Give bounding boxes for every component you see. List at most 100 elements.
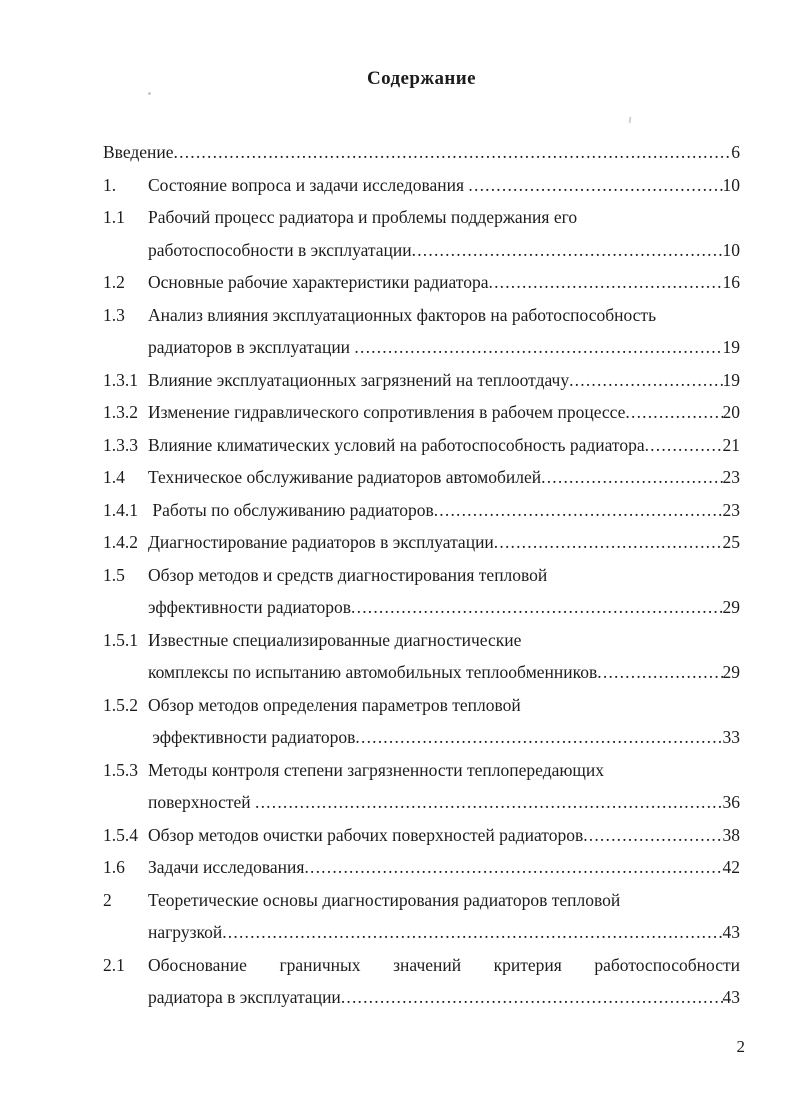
toc-entry-page: 6 xyxy=(731,142,740,162)
toc-entry-number: 1.3.1 xyxy=(103,369,138,390)
toc-entry-text: Состояние вопроса и задачи исследования xyxy=(148,174,469,195)
toc-entry-number: 1.3.3 xyxy=(103,434,138,455)
toc-entry-page: 29 xyxy=(722,662,741,682)
toc-entry: нагрузкой 43 xyxy=(103,916,740,949)
toc-dot-leader xyxy=(541,461,722,494)
footer-page-number: 2 xyxy=(736,1037,746,1056)
toc-entry-number: 1.5 xyxy=(103,564,125,585)
toc-entry-text: работоспособности в эксплуатации xyxy=(148,239,412,260)
toc-entry-number: 1.4 xyxy=(103,467,125,487)
toc-entry: 1.5.3 Методы контроля степени загрязненн… xyxy=(103,754,740,787)
toc-entry: 1.5.2 Обзор методов определения параметр… xyxy=(103,689,740,722)
toc-dot-leader xyxy=(351,591,722,624)
toc-dot-leader xyxy=(341,981,723,1014)
toc-entry-text: Анализ влияния эксплуатационных факторов… xyxy=(148,304,657,325)
toc-entry: 1.4 Техническое обслуживание радиаторов … xyxy=(103,461,740,494)
toc-entry-text: эффективности радиаторов xyxy=(148,597,352,617)
toc-entry-text: эффективности радиаторов xyxy=(148,727,356,747)
toc-entry-number: 1.5.3 xyxy=(103,759,138,780)
toc-entry-text: Влияние эксплуатационных загрязнений на … xyxy=(148,369,570,390)
toc-entry: 1.5.1 Известные специализированные диагн… xyxy=(103,624,740,657)
toc-dot-leader xyxy=(569,364,722,397)
toc-entry-text: Обоснование граничных значений критерия … xyxy=(148,954,740,975)
toc-entry-text: Методы контроля степени загрязненности т… xyxy=(148,759,605,780)
scan-artifact-dot xyxy=(148,92,151,95)
toc-entry-number: 1.5.4 xyxy=(103,824,138,845)
toc-entry-text: Обзор методов и средств диагностирования… xyxy=(148,564,548,585)
toc-dot-leader xyxy=(174,136,732,169)
toc-entry-text: Обзор методов определения параметров теп… xyxy=(148,694,521,715)
toc-entry-number: 1.4.2 xyxy=(103,532,138,552)
toc-entry: комплексы по испытанию автомобильных теп… xyxy=(103,656,740,689)
toc-entry: 2 Теоретические основы диагностирования … xyxy=(103,884,740,917)
toc-dot-leader xyxy=(583,819,722,852)
toc-entry: 1.3 Анализ влияния эксплуатационных факт… xyxy=(103,299,740,332)
toc-entry: 1.2 Основные рабочие характеристики ради… xyxy=(103,266,740,299)
toc-entry-number: 2 xyxy=(103,889,112,910)
toc-entry-page: 21 xyxy=(722,434,741,455)
toc-entry-page: 10 xyxy=(722,174,741,195)
toc-entry-text: Техническое обслуживание радиаторов авто… xyxy=(148,467,542,487)
toc-entry: 1.5.4 Обзор методов очистки рабочих пове… xyxy=(103,819,740,852)
toc-dot-leader xyxy=(645,429,723,462)
toc-entry-text: Основные рабочие характеристики радиатор… xyxy=(148,272,489,292)
toc-entry-number: 1.3.2 xyxy=(103,402,138,422)
toc-entry: Введение 6 xyxy=(103,136,740,169)
toc-entry: работоспособности в эксплуатации 10 xyxy=(103,234,740,267)
toc-entry: 2.1 Обоснование граничных значений крите… xyxy=(103,949,740,982)
scan-artifact-tick xyxy=(628,116,632,124)
toc-dot-leader xyxy=(434,494,723,527)
toc-entry-number: 1.6 xyxy=(103,857,125,877)
toc-entry-text: Обзор методов очистки рабочих поверхност… xyxy=(148,824,584,845)
toc-entry-text: Диагностирование радиаторов в эксплуатац… xyxy=(148,532,494,552)
table-of-contents: Введение 6 1. Состояние вопроса и задачи… xyxy=(103,136,740,1014)
toc-entry-number: 1.2 xyxy=(103,272,125,292)
toc-entry-text: комплексы по испытанию автомобильных теп… xyxy=(148,662,598,682)
toc-entry: 1.3.1 Влияние эксплуатационных загрязнен… xyxy=(103,364,740,397)
toc-entry: эффективности радиаторов 33 xyxy=(103,721,740,754)
toc-entry: 1. Состояние вопроса и задачи исследован… xyxy=(103,169,740,202)
toc-entry-text: Рабочий процесс радиатора и проблемы под… xyxy=(148,207,578,227)
toc-dot-leader xyxy=(468,169,722,202)
toc-entry-text: Задачи исследования xyxy=(148,857,305,877)
toc-entry-page: 20 xyxy=(722,402,741,422)
toc-entry-text: радиаторов в эксплуатации xyxy=(148,337,355,357)
toc-entry: 1.1 Рабочий процесс радиатора и проблемы… xyxy=(103,201,740,234)
toc-dot-leader xyxy=(255,786,722,819)
toc-entry-page: 16 xyxy=(722,272,741,292)
toc-entry-text: Теоретические основы диагностирования ра… xyxy=(148,889,621,910)
toc-entry-text: нагрузкой xyxy=(148,922,223,942)
toc-dot-leader xyxy=(494,526,723,559)
toc-entry-text: Изменение гидравлического сопротивления … xyxy=(148,402,626,422)
toc-entry-page: 38 xyxy=(722,824,741,845)
toc-entry-number: 1.1 xyxy=(103,207,125,227)
toc-entry-page: 43 xyxy=(722,987,741,1007)
toc-entry-number: 1.5.2 xyxy=(103,694,138,715)
toc-dot-leader xyxy=(355,721,722,754)
toc-dot-leader xyxy=(304,851,722,884)
toc-dot-leader xyxy=(354,331,722,364)
toc-entry: 1.4.1 Работы по обслуживанию радиаторов … xyxy=(103,494,740,527)
toc-entry-text: Известные специализированные диагностиче… xyxy=(148,629,522,650)
toc-entry-page: 23 xyxy=(722,467,741,487)
toc-entry-number: 1.4.1 xyxy=(103,499,138,520)
toc-entry-page: 10 xyxy=(722,239,741,260)
toc-dot-leader xyxy=(597,656,722,689)
toc-entry-text: поверхностей xyxy=(148,792,256,812)
toc-entry-text: Введение xyxy=(103,142,174,162)
toc-entry-page: 19 xyxy=(722,337,741,357)
toc-dot-leader xyxy=(489,266,723,299)
toc-entry: 1.3.3 Влияние климатических условий на р… xyxy=(103,429,740,462)
toc-dot-leader xyxy=(625,396,722,429)
toc-entry-page: 36 xyxy=(722,792,741,812)
toc-entry-number: 2.1 xyxy=(103,954,125,975)
toc-entry: эффективности радиаторов 29 xyxy=(103,591,740,624)
toc-dot-leader xyxy=(412,234,723,267)
toc-entry-text: радиатора в эксплуатации xyxy=(148,987,341,1007)
toc-entry-number: 1.3 xyxy=(103,304,125,325)
toc-entry-text: Влияние климатических условий на работос… xyxy=(148,434,645,455)
toc-entry: 1.4.2 Диагностирование радиаторов в эксп… xyxy=(103,526,740,559)
toc-entry-number: 1. xyxy=(103,174,117,195)
toc-entry-page: 33 xyxy=(722,727,741,747)
toc-entry-page: 25 xyxy=(722,532,741,552)
